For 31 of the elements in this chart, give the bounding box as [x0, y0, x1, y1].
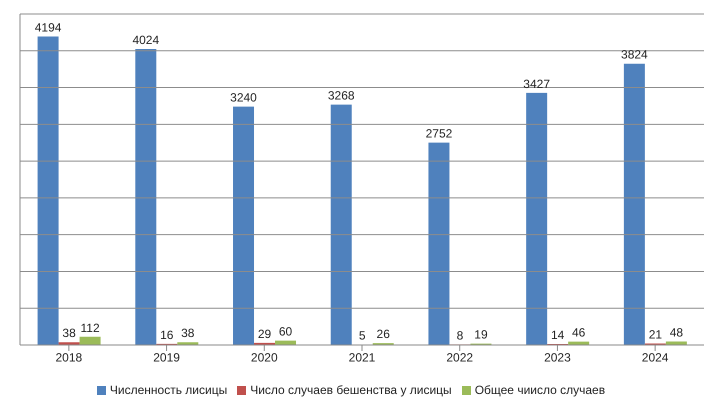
x-tick-label: 2021: [348, 350, 376, 365]
x-tick-label: 2022: [446, 350, 474, 365]
x-tick-label: 2023: [544, 350, 572, 365]
x-tick-label: 2019: [153, 350, 180, 365]
legend-label: Число случаев бешенства у лисицы: [250, 383, 452, 397]
x-tick-label: 2020: [250, 350, 278, 365]
legend-label: Численность лисицы: [110, 383, 228, 397]
data-label: 3824: [621, 48, 648, 62]
x-tick-label: 2018: [56, 350, 83, 365]
data-label: 4194: [34, 20, 62, 35]
data-label: 112: [80, 320, 100, 335]
data-label: 2752: [426, 126, 453, 141]
data-label: 29: [258, 326, 272, 341]
data-label: 19: [474, 328, 488, 342]
data-label: 8: [456, 328, 464, 342]
data-label: 48: [670, 325, 684, 340]
data-label: 38: [181, 326, 195, 340]
data-label: 5: [358, 328, 366, 343]
data-label: 38: [62, 326, 76, 340]
data-label: 26: [376, 327, 390, 342]
data-label: 46: [572, 326, 586, 340]
data-label: 3427: [523, 76, 550, 91]
legend-label: Общее чиисло случаев: [474, 383, 606, 397]
x-tick-label: 2024: [642, 350, 669, 365]
data-label: 16: [160, 328, 174, 342]
data-label: 60: [278, 324, 293, 339]
data-label: 3268: [328, 88, 355, 103]
data-label: 14: [550, 328, 565, 342]
data-label: 4024: [132, 33, 160, 48]
data-label: 3240: [230, 90, 258, 105]
data-label: 21: [648, 327, 662, 342]
